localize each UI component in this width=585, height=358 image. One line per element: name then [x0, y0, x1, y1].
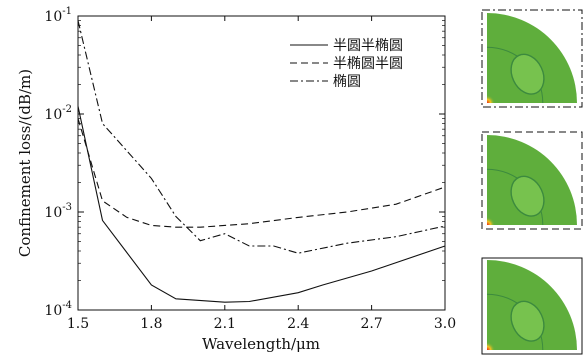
series-lines: [77, 20, 446, 303]
mode-hotspot: [487, 76, 514, 103]
x-tick-label: 1.8: [140, 316, 162, 332]
mode-hotspot: [487, 323, 514, 350]
loss-chart: 1.5 1.8 2.1 2.4 2.7 3.0 10-4 10-3 10-2 10-1 半圆半椭…: [16, 6, 456, 353]
x-axis-label: Wavelength/μm: [202, 335, 320, 353]
axis-ticks: [77, 15, 446, 311]
y-tick-labels: 10-4 10-3 10-2 10-1: [44, 6, 72, 319]
mode-hotspot: [487, 198, 514, 225]
cladding-hole: [510, 53, 545, 95]
x-tick-label: 2.4: [287, 316, 309, 332]
x-tick-label: 3.0: [434, 316, 456, 332]
x-tick-label: 2.7: [360, 316, 382, 332]
y-tick-label: 10-4: [44, 300, 72, 319]
x-tick-label: 1.5: [67, 316, 89, 332]
series-line-2: [77, 118, 446, 228]
inset-1: [481, 9, 583, 108]
cladding-hole: [510, 300, 545, 342]
inset-2: [481, 131, 583, 230]
series-line-3: [77, 20, 446, 254]
y-axis-label: Confinement loss/(dB/m): [16, 69, 34, 257]
cladding-hole: [510, 175, 545, 217]
legend-label-1: 半圆半椭圆: [333, 38, 403, 54]
mode-field-insets: [481, 9, 583, 355]
legend-label-3: 椭圆: [333, 74, 361, 90]
y-tick-label: 10-2: [44, 104, 72, 123]
y-tick-label: 10-1: [44, 6, 72, 25]
series-line-1: [77, 106, 446, 303]
inset-3: [481, 257, 583, 355]
plot-frame: [77, 15, 446, 311]
x-tick-label: 2.1: [214, 316, 236, 332]
legend-label-2: 半椭圆半圆: [333, 56, 403, 72]
y-tick-label: 10-3: [44, 202, 72, 221]
x-tick-labels: 1.5 1.8 2.1 2.4 2.7 3.0: [67, 316, 456, 332]
